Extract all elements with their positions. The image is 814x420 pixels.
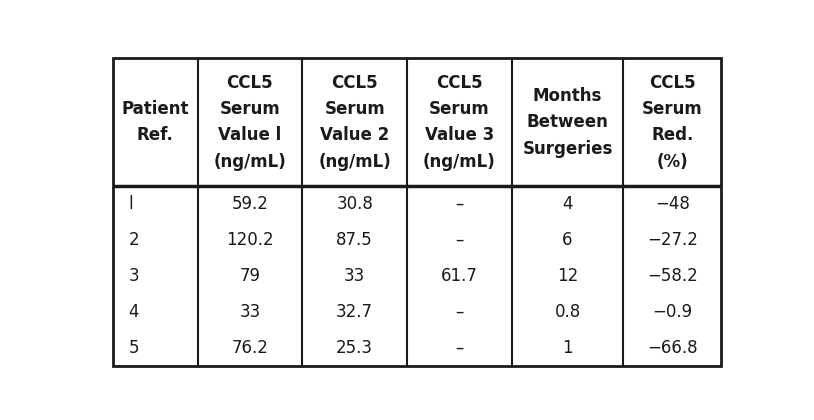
Text: 76.2: 76.2	[231, 339, 269, 357]
Text: 6: 6	[562, 231, 573, 249]
Text: CCL5
Serum
Value l
(ng/mL): CCL5 Serum Value l (ng/mL)	[213, 74, 287, 171]
Text: –: –	[455, 303, 464, 321]
Text: 25.3: 25.3	[336, 339, 373, 357]
Text: –: –	[455, 195, 464, 213]
Text: 79: 79	[239, 267, 260, 285]
Text: 33: 33	[239, 303, 260, 321]
Text: −27.2: −27.2	[647, 231, 698, 249]
Text: –: –	[455, 231, 464, 249]
Text: 1: 1	[562, 339, 573, 357]
Text: 0.8: 0.8	[554, 303, 580, 321]
Text: 87.5: 87.5	[336, 231, 373, 249]
Text: CCL5
Serum
Value 2
(ng/mL): CCL5 Serum Value 2 (ng/mL)	[318, 74, 391, 171]
Text: 59.2: 59.2	[231, 195, 269, 213]
Text: 4: 4	[129, 303, 139, 321]
Text: 32.7: 32.7	[336, 303, 373, 321]
Text: CCL5
Serum
Value 3
(ng/mL): CCL5 Serum Value 3 (ng/mL)	[423, 74, 496, 171]
Text: 2: 2	[129, 231, 139, 249]
Text: Months
Between
Surgeries: Months Between Surgeries	[523, 87, 613, 158]
Text: 5: 5	[129, 339, 139, 357]
Text: 30.8: 30.8	[336, 195, 373, 213]
Text: 120.2: 120.2	[226, 231, 274, 249]
Text: Patient
Ref.: Patient Ref.	[121, 100, 189, 144]
Text: –: –	[455, 339, 464, 357]
Text: CCL5
Serum
Red.
(%): CCL5 Serum Red. (%)	[642, 74, 702, 171]
Text: −48: −48	[654, 195, 689, 213]
Text: 61.7: 61.7	[441, 267, 478, 285]
Text: 3: 3	[129, 267, 139, 285]
Text: −58.2: −58.2	[647, 267, 698, 285]
Text: −0.9: −0.9	[652, 303, 693, 321]
Text: l: l	[129, 195, 133, 213]
Text: 33: 33	[344, 267, 365, 285]
Text: 12: 12	[557, 267, 578, 285]
Text: 4: 4	[562, 195, 573, 213]
Text: −66.8: −66.8	[647, 339, 698, 357]
